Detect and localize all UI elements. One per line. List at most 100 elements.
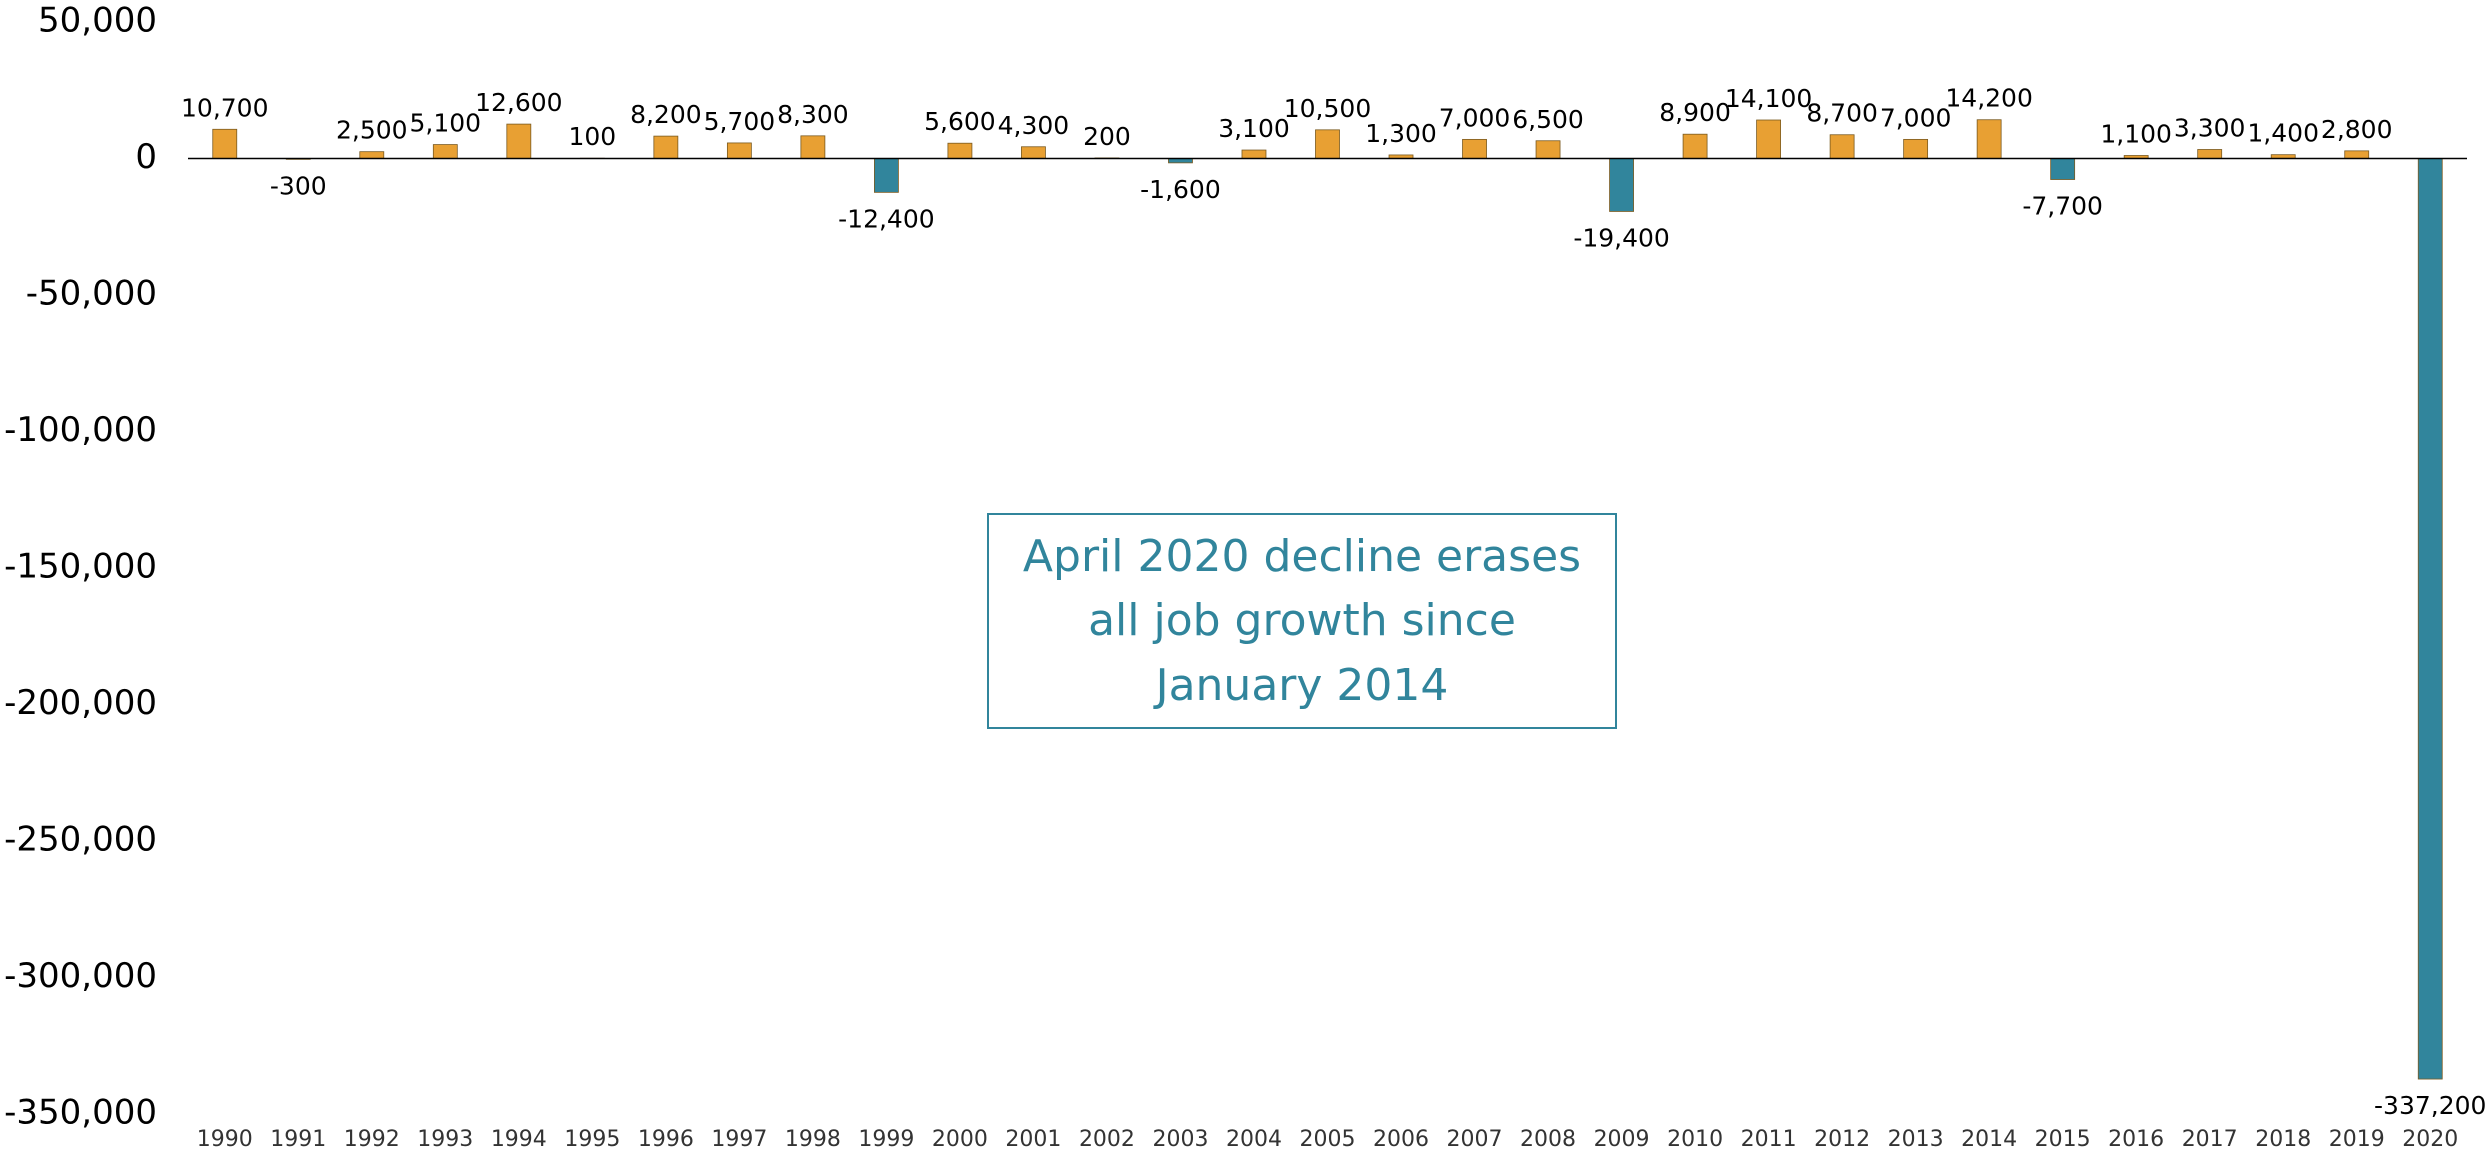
y-tick-label: -200,000 <box>4 683 157 723</box>
value-label: -7,700 <box>2022 192 2103 221</box>
value-label: 2,800 <box>2321 115 2393 144</box>
value-label: 7,000 <box>1880 103 1952 132</box>
x-tick-label: 2013 <box>1888 1127 1944 1152</box>
y-tick-label: -150,000 <box>4 547 157 587</box>
value-label: 200 <box>1083 122 1131 151</box>
value-label: 1,300 <box>1365 119 1437 148</box>
y-tick-label: -300,000 <box>4 956 157 996</box>
annotation-box <box>987 513 1617 729</box>
bar <box>947 142 973 159</box>
annotation: all job growth since <box>1088 595 1516 646</box>
x-tick-label: 2015 <box>2035 1127 2091 1152</box>
bar <box>506 123 532 159</box>
x-tick-label: 1995 <box>564 1127 620 1152</box>
x-tick-label: 1999 <box>858 1127 914 1152</box>
y-tick-label: -350,000 <box>4 1093 157 1133</box>
value-label: 2,500 <box>336 116 408 145</box>
x-tick-label: 1998 <box>785 1127 841 1152</box>
value-label: 5,600 <box>924 107 996 136</box>
value-label: 1,100 <box>2100 119 2172 148</box>
x-tick-label: 1992 <box>344 1127 400 1152</box>
bar <box>359 151 385 159</box>
value-label: 8,700 <box>1806 99 1878 128</box>
value-label: -337,200 <box>2374 1091 2486 1120</box>
x-tick-label: 2014 <box>1961 1127 2017 1152</box>
bar <box>1756 119 1781 159</box>
bar <box>2344 150 2370 159</box>
y-tick-label: -50,000 <box>26 274 157 314</box>
x-tick-label: 2001 <box>1005 1127 1061 1152</box>
value-label: 8,900 <box>1659 98 1731 127</box>
value-label: -12,400 <box>838 204 935 233</box>
x-tick-label: 2018 <box>2255 1127 2311 1152</box>
x-tick-label: 1993 <box>417 1127 473 1152</box>
bar <box>1021 146 1046 159</box>
x-tick-label: 1997 <box>711 1127 767 1152</box>
value-label: 8,300 <box>777 100 849 129</box>
value-label: 1,400 <box>2247 119 2319 148</box>
value-label: 14,200 <box>1945 84 2032 113</box>
bar <box>1315 129 1340 159</box>
bar <box>1609 158 1634 212</box>
x-tick-label: 2008 <box>1520 1127 1576 1152</box>
value-label: 6,500 <box>1512 105 1584 134</box>
value-label: 8,200 <box>630 100 702 129</box>
x-tick-label: 1991 <box>270 1127 326 1152</box>
bar <box>212 128 238 159</box>
value-label: 14,100 <box>1725 84 1812 113</box>
value-label: 5,100 <box>410 109 482 138</box>
x-tick-label: 2017 <box>2182 1127 2238 1152</box>
bar <box>432 144 458 159</box>
value-label: 5,700 <box>704 107 776 136</box>
x-tick-label: 1994 <box>491 1127 547 1152</box>
value-label: 100 <box>568 122 616 151</box>
value-label: 3,300 <box>2174 113 2246 142</box>
x-tick-label: 2012 <box>1814 1127 1870 1152</box>
x-tick-label: 2002 <box>1079 1127 1135 1152</box>
bar <box>1462 138 1487 159</box>
bar <box>1903 138 1929 159</box>
y-tick-label: -250,000 <box>4 820 157 860</box>
bar <box>1535 140 1561 159</box>
value-label: 12,600 <box>475 88 562 117</box>
x-tick-label: 2005 <box>1300 1127 1356 1152</box>
x-tick-label: 2010 <box>1667 1127 1723 1152</box>
value-label: -19,400 <box>1573 223 1670 252</box>
x-tick-label: 2016 <box>2108 1127 2164 1152</box>
value-label: 10,500 <box>1284 94 1371 123</box>
bar <box>1241 149 1267 159</box>
value-label: 3,100 <box>1218 114 1290 143</box>
y-tick-label: -100,000 <box>4 410 157 450</box>
bar <box>1976 119 2002 159</box>
x-tick-label: 2009 <box>1594 1127 1650 1152</box>
x-tick-label: 1990 <box>197 1127 253 1152</box>
x-tick-label: 2019 <box>2329 1127 2385 1152</box>
x-tick-label: 2007 <box>1447 1127 1503 1152</box>
value-label: 10,700 <box>181 93 268 122</box>
value-label: -300 <box>270 171 327 200</box>
x-tick-label: 1996 <box>638 1127 694 1152</box>
bar <box>800 135 826 159</box>
x-tick-label: 2000 <box>932 1127 988 1152</box>
bar <box>874 158 899 193</box>
bar <box>726 142 752 159</box>
x-tick-label: 2006 <box>1373 1127 1429 1152</box>
annotation: January 2014 <box>1153 660 1449 711</box>
x-tick-label: 2004 <box>1226 1127 1282 1152</box>
bar <box>2050 158 2076 180</box>
y-tick-label: 50,000 <box>38 1 157 41</box>
bar <box>653 135 679 159</box>
bar <box>2417 158 2443 1080</box>
x-tick-label: 2003 <box>1152 1127 1208 1152</box>
value-label: -1,600 <box>1140 175 1221 204</box>
x-tick-label: 2011 <box>1741 1127 1797 1152</box>
bar <box>2197 149 2223 159</box>
y-tick-label: 0 <box>135 137 157 177</box>
annotation: April 2020 decline erases <box>1023 531 1581 582</box>
bar <box>1829 134 1855 159</box>
value-label: 7,000 <box>1439 103 1511 132</box>
bar <box>1682 133 1708 159</box>
value-label: 4,300 <box>998 111 1070 140</box>
x-tick-label: 2020 <box>2402 1127 2458 1152</box>
